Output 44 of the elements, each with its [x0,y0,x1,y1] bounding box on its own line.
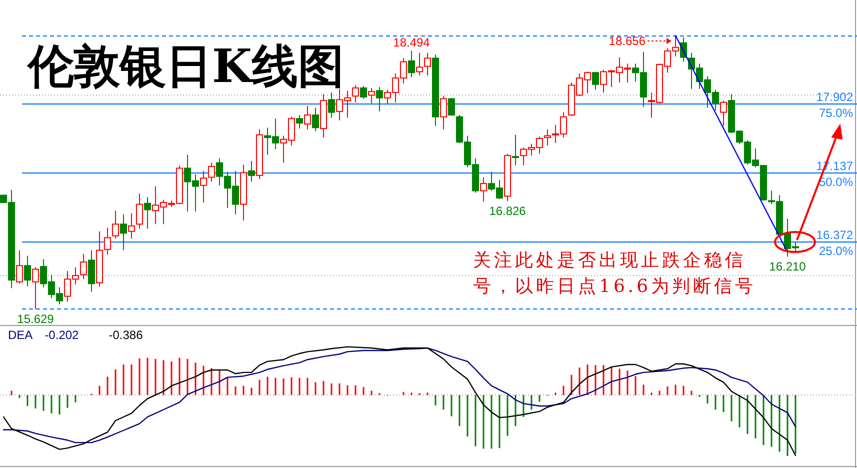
candlestick [448,97,455,116]
candlestick [376,86,383,112]
annotation: 75.0% [818,106,854,120]
annotation: 25.0% [818,244,854,258]
candlestick [480,176,487,202]
candlestick [360,86,367,100]
candlestick [208,162,215,182]
candlestick [88,250,95,292]
candlestick [304,105,311,130]
candlestick [136,192,143,230]
chart-title: 伦敦银日K线图 [26,39,344,93]
annotation: 18.494 [393,36,430,50]
candlestick [104,227,111,256]
annotation: 50.0% [818,174,854,189]
ref-line-label: 17.902 [816,90,854,104]
candlestick [408,50,415,78]
candlestick [296,114,303,130]
candlestick [328,92,335,118]
candlestick [80,253,87,280]
text: -0.202 [44,328,80,342]
candlestick [368,87,375,104]
text: DEA [8,328,33,342]
candlestick [440,96,447,130]
ref-line-label: 16.372 [816,228,854,242]
candlestick [120,214,127,251]
candlestick [32,266,39,310]
annotation: 16.210 [769,260,806,274]
candlestick [112,210,119,240]
candlestick [592,71,599,90]
candlestick [248,160,255,182]
annotation: 18.656 [608,34,646,48]
annotation: 关注此处是否出现止跌企稳信号，以昨日点16.6为判断信号 [473,250,756,297]
annotation: 16.826 [489,204,526,218]
candlestick [200,170,207,203]
candlestick [144,196,151,230]
text: -0.386 [108,328,144,342]
candlestick [512,134,519,166]
candlestick [352,84,359,103]
candlestick [720,100,727,126]
candlestick [24,255,31,287]
candlestick [312,107,319,132]
candlestick [16,250,23,284]
candlestick [128,212,135,240]
annotation: 15.629 [17,312,54,326]
